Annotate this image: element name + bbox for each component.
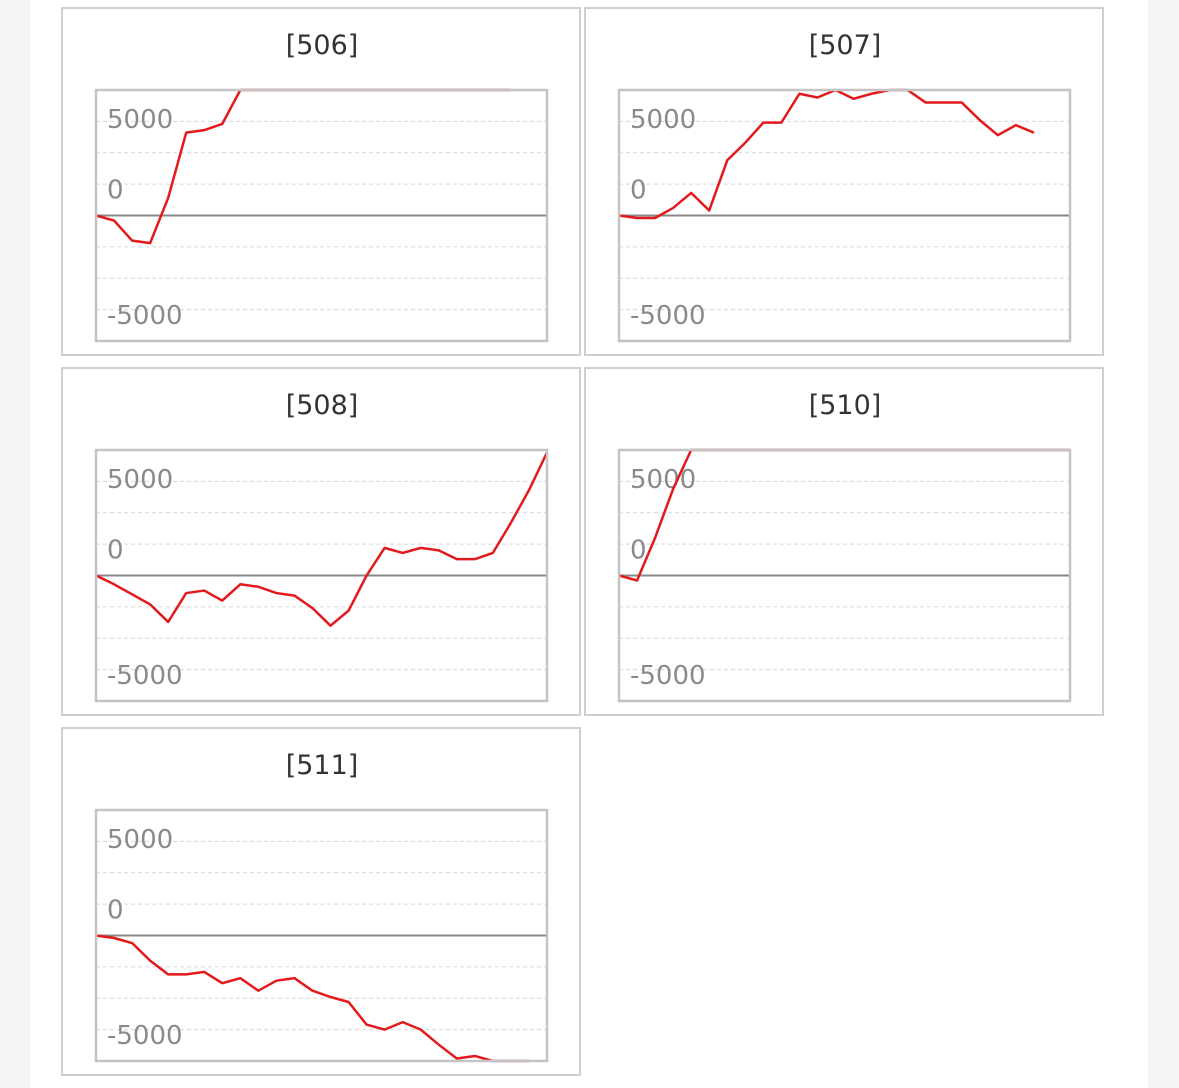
chart-panel: [506] -5000 0 5000 [61,7,581,356]
y-tick-label: 5000 [630,465,696,495]
chart-panel: [511] -5000 0 5000 [61,727,581,1076]
y-tick-label: 5000 [107,825,173,855]
y-tick-label: 0 [630,176,647,206]
plot-border [94,448,549,703]
y-tick-label: 5000 [107,105,173,135]
y-tick-label: -5000 [630,301,706,331]
y-tick-label: -5000 [107,1021,183,1051]
data-line [95,934,529,1063]
y-tick-label: 0 [107,536,124,566]
y-tick-label: 0 [630,536,647,566]
y-tick-label: 5000 [630,105,696,135]
panel-frame [584,7,1104,356]
y-tick-label: 0 [107,896,124,926]
panel-frame [584,367,1104,716]
data-line [618,88,1035,220]
data-line [95,451,549,627]
chart-title: [508] [286,390,359,421]
chart-panel: [508] -5000 0 5000 [61,367,581,716]
plot-border [617,448,1072,703]
chart-title: [507] [809,30,882,61]
panel-frame [61,367,581,716]
chart-panel: [507] -5000 0 5000 [584,7,1104,356]
chart-title: [506] [286,30,359,61]
plot-border [94,88,549,343]
y-tick-label: 5000 [107,465,173,495]
y-tick-label: -5000 [107,301,183,331]
panel-frame [61,7,581,356]
chart-panel: [510] -5000 0 5000 [584,367,1104,716]
y-tick-label: -5000 [107,661,183,691]
plot-border [617,88,1072,343]
y-tick-label: -5000 [630,661,706,691]
y-tick-label: 0 [107,176,124,206]
chart-title: [510] [809,390,882,421]
chart-title: [511] [286,750,359,781]
plot-border [94,808,549,1063]
panel-frame [61,727,581,1076]
